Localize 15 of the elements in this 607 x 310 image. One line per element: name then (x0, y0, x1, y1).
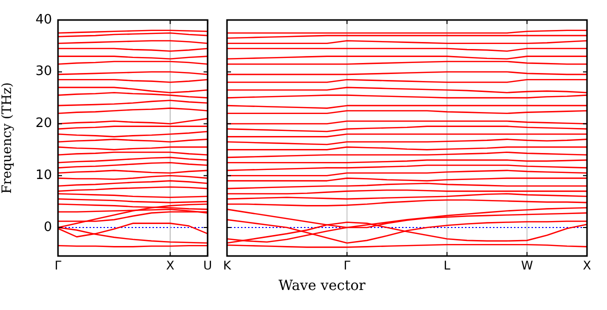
x-axis-title: Wave vector (278, 278, 366, 294)
x-tick-label: Γ (54, 258, 62, 272)
x-tick-label: X (166, 258, 174, 272)
x-tick-label: Γ (344, 258, 351, 272)
y-tick-label: 0 (44, 220, 52, 235)
x-tick-label: W (521, 258, 534, 272)
y-axis-title: Frequency (THz) (0, 82, 16, 194)
y-tick-label: 40 (35, 12, 52, 28)
x-tick-label: X (582, 258, 592, 272)
y-tick-label: 30 (35, 64, 52, 80)
y-tick-label: 20 (35, 116, 52, 132)
y-tick-label: 10 (35, 168, 52, 183)
x-tick-label: K (223, 258, 232, 272)
x-tick-label: L (444, 258, 451, 272)
x-tick-label: U (203, 258, 212, 272)
